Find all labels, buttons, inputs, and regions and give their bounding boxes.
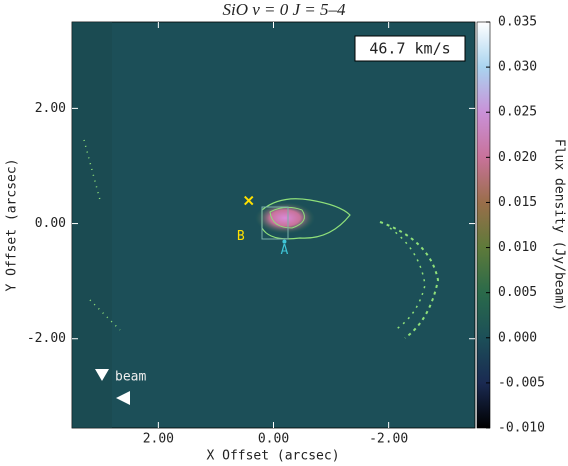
colorbar-tick-label: 0.005 <box>498 285 537 300</box>
marker <box>244 195 254 206</box>
chart-title: SiO v = 0 J = 5–4 <box>222 0 346 19</box>
colorbar-tick-label: 0.035 <box>498 15 537 30</box>
colorbar <box>476 21 491 429</box>
y-tick-label: 2.00 <box>35 101 66 116</box>
marker <box>282 239 287 244</box>
marker-label: B <box>237 229 245 244</box>
colorbar-tick-label: 0.030 <box>498 60 537 75</box>
emission <box>72 22 440 428</box>
annotation-box <box>354 35 466 62</box>
colorbar-tick-label: 0.000 <box>498 330 537 345</box>
y-axis-label: Y Offset (arcsec) <box>5 158 20 291</box>
annotation: 46.7 km/s <box>369 40 450 58</box>
y-tick-label: -2.00 <box>27 331 66 346</box>
colorbar-label: Flux density (Jy/beam) <box>552 139 567 311</box>
beam-label: beam <box>115 370 146 385</box>
x-tick-label: -2.00 <box>369 432 408 447</box>
colorbar-tick-label: -0.005 <box>498 375 545 390</box>
x-tick-label: 2.00 <box>143 432 174 447</box>
colorbar-tick-label: 0.015 <box>498 195 537 210</box>
marker-label: A <box>281 243 289 258</box>
y-tick-label: 0.00 <box>35 216 66 231</box>
colorbar-tick-label: 0.020 <box>498 150 537 165</box>
x-axis-label: X Offset (arcsec) <box>206 449 339 464</box>
colorbar-tick-label: -0.010 <box>498 421 545 436</box>
colorbar-tick-label: 0.010 <box>498 240 537 255</box>
colorbar-tick-label: 0.025 <box>498 105 537 120</box>
x-tick-label: 0.00 <box>258 432 289 447</box>
